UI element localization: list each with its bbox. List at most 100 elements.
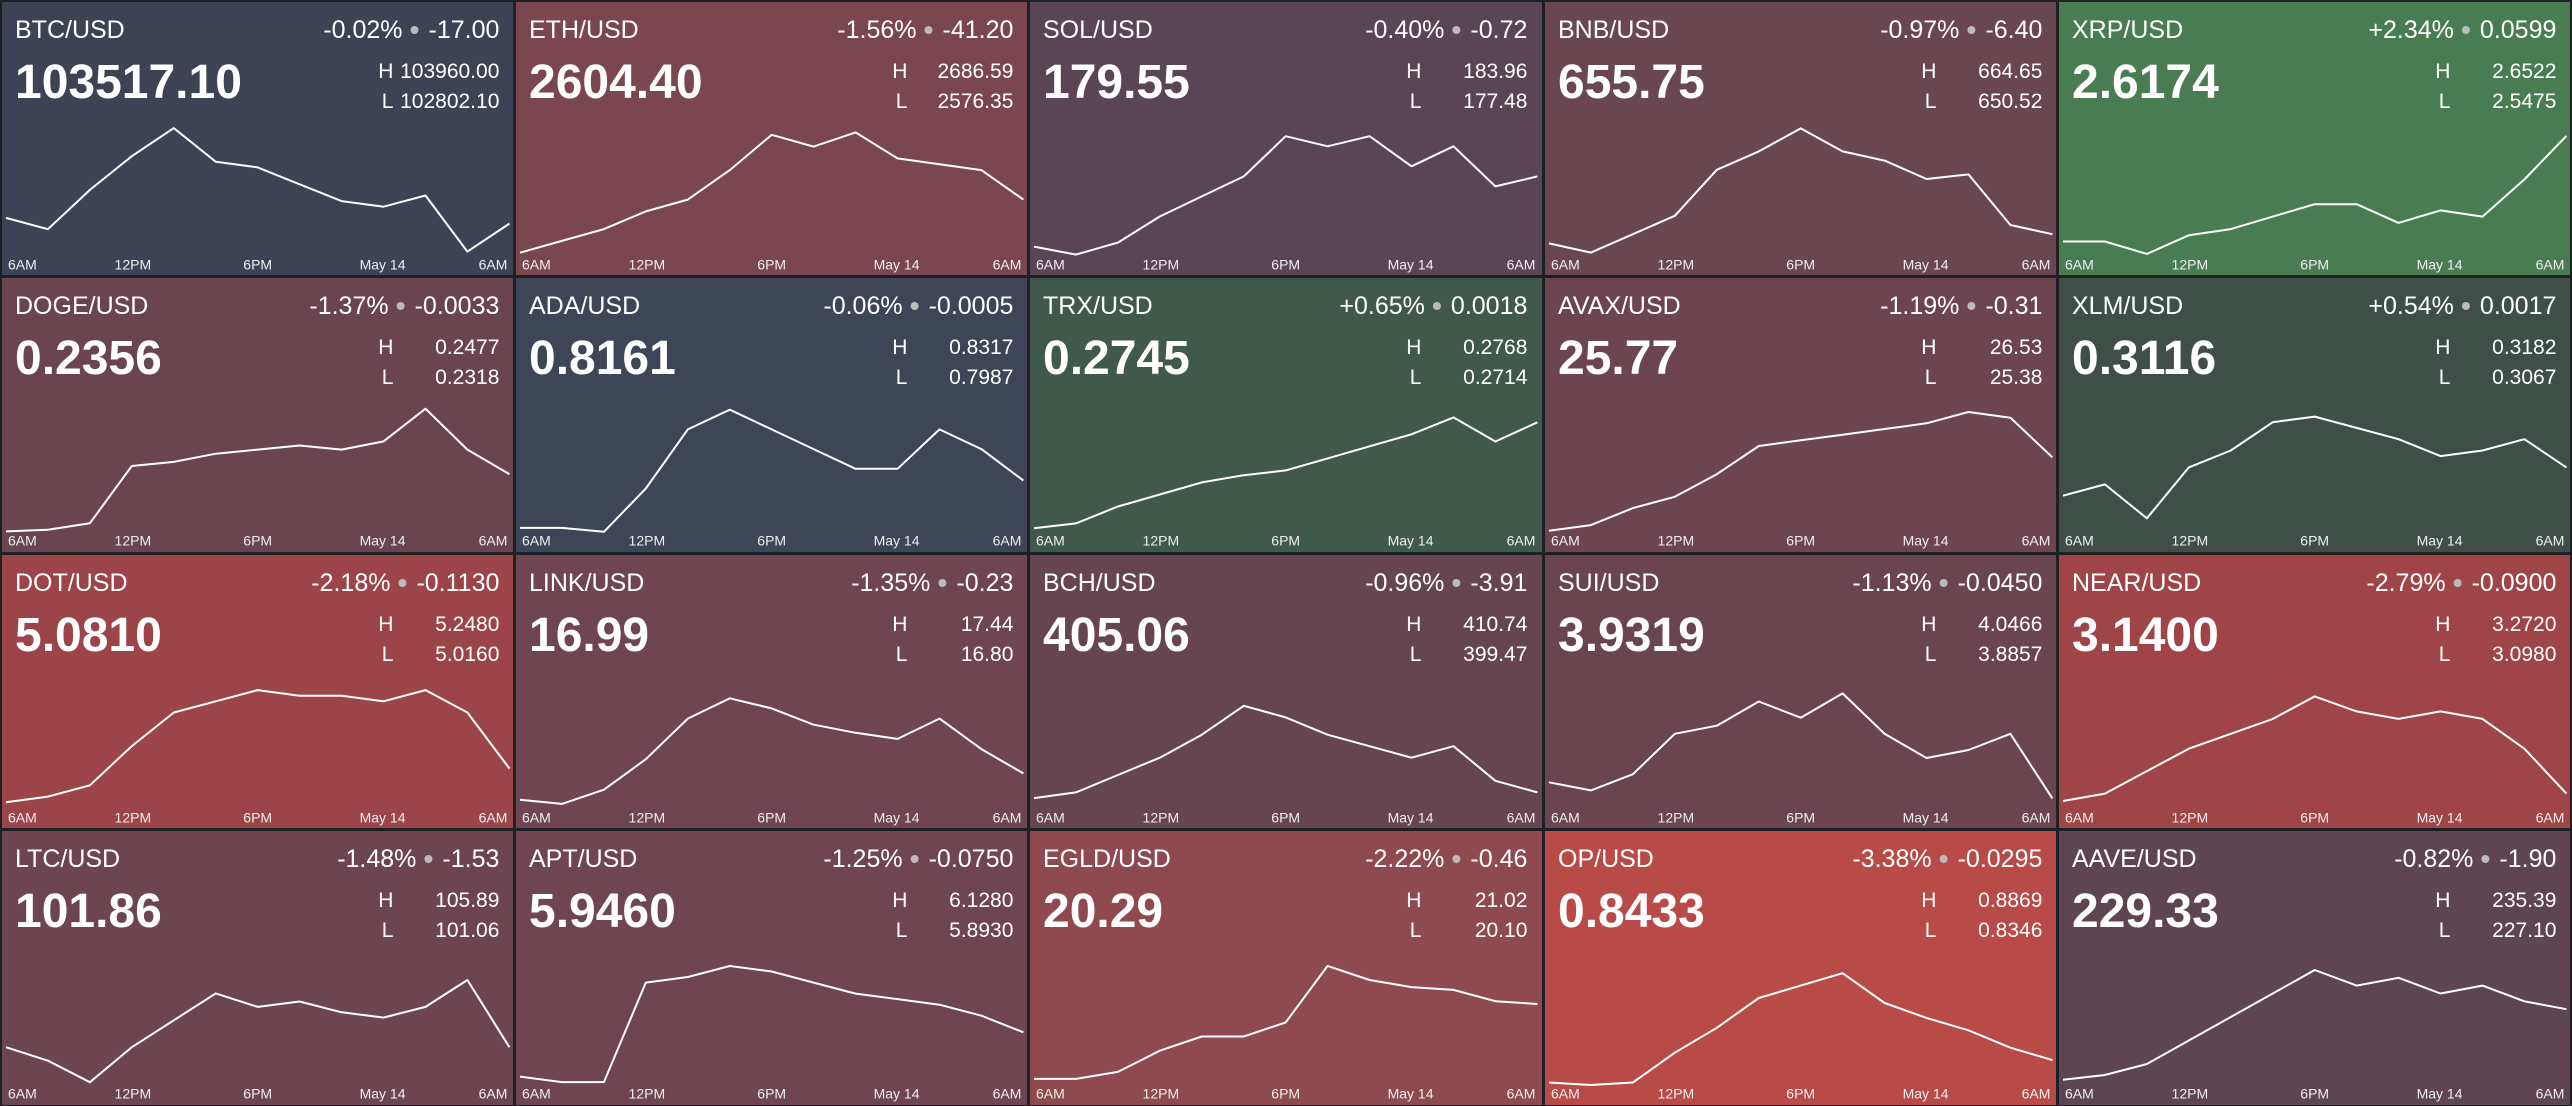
high-label: H: [892, 336, 907, 359]
low-label: L: [2439, 643, 2451, 666]
x-axis-label: 6AM: [2065, 256, 2094, 272]
ticker-tile: BNB/USD -6.40 -0.97% 655.75 664.65 650.52 H L 6A…: [1544, 1, 2057, 275]
high-label: H: [2435, 889, 2450, 912]
pair-label: XLM/USD: [2072, 292, 2183, 320]
x-axis-label: 12PM: [628, 809, 665, 825]
tile-graphic: EGLD/USD -0.46 -2.22% 20.29 21.02 20.10 HL 6AM 1…: [1034, 845, 1538, 1102]
x-axis-label: 6PM: [243, 533, 272, 549]
change-value: -0.0295: [1957, 845, 2042, 873]
high-label: H: [892, 60, 907, 83]
tile-graphic: APT/USD -0.0750 -1.25% 5.9460 6.1280 5.8930 HL…: [519, 845, 1024, 1102]
low-label: L: [381, 90, 393, 113]
price-line: [1034, 964, 1538, 1080]
x-axis-label: 6AM: [8, 1086, 37, 1102]
separator-dot: [396, 302, 405, 310]
low-value: 102802.10: [400, 90, 499, 113]
ticker-tile: EGLD/USD -0.46 -2.22% 20.29 21.02 20.10 H L 6AM 1…: [1030, 831, 1542, 1105]
high-value: 0.8317: [949, 336, 1013, 359]
pair-label: LINK/USD: [529, 569, 644, 597]
x-axis-label: May 14: [1902, 533, 1948, 549]
price-line: [2062, 694, 2568, 802]
high-value: 664.65: [1978, 60, 2042, 83]
low-label: L: [896, 643, 908, 666]
change-value: -0.46: [1471, 845, 1528, 873]
x-axis-label: 12PM: [628, 533, 665, 549]
low-label: L: [896, 90, 908, 113]
low-label: L: [2439, 919, 2451, 942]
x-axis-label: 6AM: [2065, 533, 2094, 549]
change-percent: +0.54%: [2369, 292, 2455, 320]
x-axis-label: 6PM: [1272, 1086, 1301, 1102]
x-axis-label: 12PM: [114, 533, 151, 549]
low-value: 0.8346: [1978, 919, 2042, 942]
price-line: [519, 408, 1024, 533]
price: 655.75: [1558, 56, 1705, 109]
high-value: 103960.00: [400, 60, 499, 83]
high-value: 17.44: [961, 613, 1014, 636]
pair-label: BCH/USD: [1043, 569, 1156, 597]
price-line: [5, 979, 510, 1084]
x-axis-label: 6AM: [2536, 533, 2565, 549]
price: 0.3116: [2072, 332, 2216, 385]
change-percent: -2.79%: [2366, 569, 2445, 597]
separator-dot: [1939, 855, 1948, 863]
low-value: 399.47: [1463, 643, 1527, 666]
price: 0.2745: [1043, 332, 1190, 385]
ticker-tile: LTC/USD -1.53 -1.48% 101.86 105.89 101.06 H L 6A…: [1, 831, 513, 1105]
separator-dot: [2453, 578, 2462, 587]
x-axis-label: 6PM: [1272, 256, 1301, 272]
change-percent: +2.34%: [2369, 16, 2455, 44]
change-value: -0.0900: [2472, 569, 2557, 597]
tile-graphic: SUI/USD -0.0450 -1.13% 3.9319 4.0466 3.8857 HL…: [1548, 569, 2053, 825]
price: 2604.40: [529, 56, 703, 109]
high-label: H: [1921, 336, 1936, 359]
x-axis-label: 6AM: [1036, 809, 1065, 825]
change-value: -6.40: [1985, 16, 2042, 44]
change-value: -0.0033: [414, 292, 499, 320]
high-value: 0.8869: [1978, 889, 2042, 912]
tile-graphic: AVAX/USD -0.31 -1.19% 25.77 26.53 25.38 HL 6AM 1…: [1548, 292, 2053, 549]
price: 0.8433: [1558, 885, 1705, 938]
x-axis-label: 12PM: [1657, 809, 1694, 825]
x-axis-label: 6AM: [2536, 809, 2565, 825]
change-value: -3.91: [1471, 569, 1528, 597]
x-axis-label: 6PM: [757, 533, 786, 549]
pair-label: BNB/USD: [1558, 16, 1669, 44]
x-axis-label: May 14: [2417, 256, 2463, 272]
ticker-tile: AVAX/USD -0.31 -1.19% 25.77 26.53 25.38 H L 6AM 1…: [1544, 278, 2057, 552]
pair-label: SUI/USD: [1558, 569, 1659, 597]
price-line: [1548, 411, 2053, 532]
low-label: L: [1924, 366, 1936, 389]
x-axis-label: 6AM: [478, 809, 507, 825]
x-axis-label: 12PM: [114, 809, 151, 825]
x-axis-label: 6AM: [992, 256, 1021, 272]
x-axis-label: May 14: [1388, 256, 1434, 272]
pair-label: NEAR/USD: [2072, 569, 2201, 597]
high-value: 410.74: [1463, 613, 1528, 636]
x-axis-label: 12PM: [1657, 533, 1694, 549]
x-axis-label: 6AM: [1507, 809, 1536, 825]
x-axis-label: 6AM: [1551, 1086, 1580, 1102]
ticker-tile: XRP/USD 0.0599 +2.34% 2.6174 2.6522 2.5475 H L 6…: [2059, 1, 2571, 275]
x-axis-label: May 14: [359, 809, 405, 825]
tile-graphic: ADA/USD -0.0005 -0.06% 0.8161 0.8317 0.7987 HL…: [519, 292, 1024, 549]
tile-graphic: LTC/USD -1.53 -1.48% 101.86 105.89 101.06 HL 6A…: [5, 845, 510, 1102]
high-label: H: [378, 613, 393, 636]
x-axis-label: May 14: [359, 533, 405, 549]
price-line: [1034, 134, 1538, 256]
x-axis-label: May 14: [1388, 809, 1434, 825]
x-axis-label: 6PM: [757, 1086, 786, 1102]
x-axis-label: May 14: [359, 1086, 405, 1102]
low-label: L: [1924, 643, 1936, 666]
price-line: [519, 696, 1024, 805]
x-axis-label: 6AM: [1507, 1086, 1536, 1102]
change-percent: -1.56%: [837, 16, 916, 44]
low-label: L: [2439, 366, 2451, 389]
x-axis-label: 6PM: [1786, 533, 1815, 549]
high-value: 6.1280: [949, 889, 1013, 912]
x-axis-label: 6AM: [478, 1086, 507, 1102]
separator-dot: [910, 855, 919, 863]
price-line: [2062, 415, 2568, 520]
price: 20.29: [1043, 885, 1163, 938]
high-label: H: [1921, 613, 1936, 636]
